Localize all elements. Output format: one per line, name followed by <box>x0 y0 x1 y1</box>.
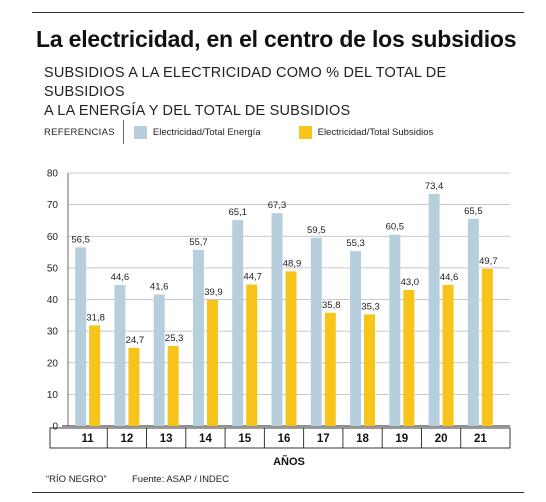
subtitle-line-2: A LA ENERGÍA Y DEL TOTAL DE SUBSIDIOS <box>44 103 351 119</box>
y-tick-label-50: 50 <box>47 263 59 274</box>
x-tick-label-16: 16 <box>278 433 291 445</box>
bar-energia-12 <box>114 284 126 426</box>
bar-energia-18 <box>350 251 362 426</box>
legend-item-energia: Electricidad/Total Energía <box>133 125 261 139</box>
bar-energia-14 <box>192 249 204 426</box>
legend-title: REFERENCIAS <box>44 126 115 138</box>
bar-subsidios-20 <box>442 284 454 426</box>
x-tick-label-13: 13 <box>160 433 173 445</box>
value-label-energia-15: 65,1 <box>228 207 247 218</box>
value-label-subsidios-21: 49,7 <box>479 256 498 267</box>
y-tick-label-70: 70 <box>47 200 59 211</box>
y-tick-label-60: 60 <box>47 232 59 243</box>
value-label-subsidios-18: 35,3 <box>361 301 380 312</box>
value-label-subsidios-11: 31,8 <box>86 312 105 323</box>
legend-label-energia: Electricidad/Total Energía <box>152 126 261 138</box>
bar-subsidios-21 <box>481 268 493 426</box>
bar-subsidios-18 <box>364 314 376 426</box>
value-label-energia-19: 60,5 <box>386 222 405 233</box>
value-label-subsidios-17: 35,8 <box>322 300 341 311</box>
value-label-subsidios-14: 39,9 <box>204 287 223 298</box>
bar-energia-17 <box>310 237 322 426</box>
value-label-subsidios-19: 43,0 <box>401 277 420 288</box>
bar-subsidios-15 <box>246 284 258 426</box>
top-rule <box>32 12 524 13</box>
value-label-energia-14: 55,7 <box>189 237 208 248</box>
legend-swatch-subsidios <box>298 125 312 139</box>
x-tick-label-17: 17 <box>317 433 330 445</box>
x-tick-label-21: 21 <box>474 433 487 445</box>
value-label-energia-17: 59,5 <box>307 225 326 236</box>
x-tick-label-20: 20 <box>435 433 448 445</box>
bar-energia-11 <box>75 247 87 426</box>
footer-source-label: “RÍO NEGRO” <box>46 474 107 485</box>
x-tick-label-11: 11 <box>82 433 95 445</box>
value-label-subsidios-15: 44,7 <box>243 272 262 283</box>
footer-fuente: Fuente: ASAP / INDEC <box>132 474 229 485</box>
y-tick-label-0: 0 <box>52 422 58 433</box>
legend: REFERENCIAS Electricidad/Total Energía E… <box>44 120 471 144</box>
y-tick-label-30: 30 <box>47 327 59 338</box>
value-label-subsidios-20: 44,6 <box>440 272 459 283</box>
bar-energia-15 <box>232 220 244 426</box>
x-axis-title: AÑOS <box>273 455 305 468</box>
bar-subsidios-17 <box>324 312 336 426</box>
value-label-energia-21: 65,5 <box>464 206 483 217</box>
bar-subsidios-11 <box>89 325 101 426</box>
y-tick-label-80: 80 <box>47 169 59 180</box>
x-tick-label-19: 19 <box>395 433 408 445</box>
legend-item-subsidios: Electricidad/Total Subsidios <box>298 125 434 139</box>
x-tick-label-15: 15 <box>238 433 251 445</box>
y-tick-label-20: 20 <box>47 358 59 369</box>
value-label-subsidios-12: 24,7 <box>126 335 145 346</box>
value-label-energia-11: 56,5 <box>71 234 90 245</box>
x-tick-label-14: 14 <box>199 433 212 445</box>
chart-title: La electricidad, en el centro de los sub… <box>36 26 517 52</box>
value-label-energia-16: 67,3 <box>268 200 287 211</box>
bar-subsidios-16 <box>285 271 297 426</box>
subtitle-line-1: SUBSIDIOS A LA ELECTRICIDAD COMO % DEL T… <box>44 65 447 100</box>
y-tick-label-10: 10 <box>47 390 59 401</box>
bar-subsidios-14 <box>206 299 218 426</box>
chart-subtitle: SUBSIDIOS A LA ELECTRICIDAD COMO % DEL T… <box>44 64 524 121</box>
bar-energia-21 <box>467 218 479 426</box>
x-category-box <box>49 427 511 449</box>
bar-energia-13 <box>153 294 165 426</box>
x-tick-label-12: 12 <box>121 433 134 445</box>
legend-swatch-energia <box>133 125 147 139</box>
value-label-energia-20: 73,4 <box>425 181 444 192</box>
bar-subsidios-19 <box>403 290 415 426</box>
legend-label-subsidios: Electricidad/Total Subsidios <box>317 126 434 138</box>
bar-subsidios-13 <box>167 345 179 426</box>
bar-subsidios-12 <box>128 347 140 426</box>
y-tick-label-40: 40 <box>47 295 59 306</box>
value-label-subsidios-13: 25,3 <box>165 333 184 344</box>
value-label-subsidios-16: 48,9 <box>283 258 302 269</box>
legend-separator <box>122 120 124 144</box>
value-label-energia-13: 41,6 <box>150 281 169 292</box>
value-label-energia-18: 55,3 <box>346 238 365 249</box>
bar-energia-20 <box>428 193 440 426</box>
x-tick-label-18: 18 <box>356 433 369 445</box>
bar-energia-19 <box>389 234 401 426</box>
bottom-rule <box>32 492 524 493</box>
value-label-energia-12: 44,6 <box>111 272 130 283</box>
bar-energia-16 <box>271 213 283 426</box>
